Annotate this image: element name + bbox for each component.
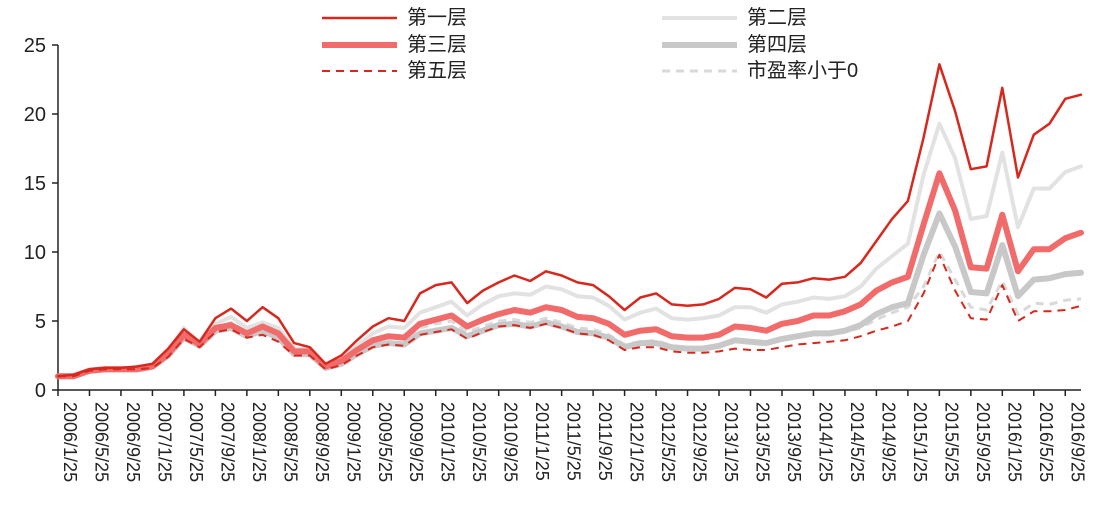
x-tick-label: 2007/1/25 [154, 402, 174, 482]
x-tick-label: 2013/1/25 [721, 402, 741, 482]
x-tick-label: 2015/5/25 [941, 402, 961, 482]
x-tick-label: 2011/5/25 [564, 402, 584, 481]
x-tick-label: 2009/1/25 [343, 402, 363, 482]
y-tick-label: 25 [24, 35, 46, 57]
series-line-2 [56, 121, 1083, 379]
x-tick-label: 2006/1/25 [60, 402, 80, 482]
legend-label: 第三层 [407, 33, 467, 56]
y-tick-label: 0 [35, 380, 46, 402]
legend-item-1: 第一层 [322, 6, 467, 29]
x-tick-label: 2010/5/25 [469, 402, 489, 482]
x-tick-label: 2009/5/25 [375, 402, 395, 482]
x-tick-label: 2015/9/25 [973, 402, 993, 482]
legend-label: 第一层 [407, 6, 467, 29]
x-tick-label: 2012/1/25 [627, 402, 647, 482]
x-tick-label: 2016/5/25 [1036, 402, 1056, 482]
x-tick-label: 2010/1/25 [438, 402, 458, 482]
legend-label: 市盈率小于0 [747, 59, 858, 82]
x-tick-label: 2016/9/25 [1067, 402, 1087, 482]
legend-item-5: 第五层 [322, 59, 467, 82]
x-axis-ticks: 2006/1/25 2006/5/25 2006/9/25 2007/1/25 2007… [57, 390, 1087, 482]
x-tick-label: 2016/1/25 [1004, 402, 1024, 482]
y-tick-label: 20 [24, 104, 46, 126]
legend-item-2: 第二层 [662, 6, 807, 29]
legend-item-4: 第四层 [662, 33, 807, 56]
x-tick-label: 2008/5/25 [280, 402, 300, 482]
legend-label: 第五层 [407, 59, 467, 82]
y-tick-label: 10 [24, 242, 46, 264]
x-tick-label: 2007/9/25 [217, 402, 237, 482]
x-tick-label: 2014/5/25 [847, 402, 867, 482]
legend-label: 第二层 [747, 6, 807, 29]
x-tick-label: 2012/5/25 [658, 402, 678, 482]
x-tick-label: 2006/5/25 [91, 402, 111, 482]
series-line-1 [56, 63, 1083, 378]
legend-item-3: 第三层 [322, 33, 467, 56]
x-tick-label: 2011/1/25 [532, 402, 552, 481]
y-axis-ticks: 0 5 10 15 20 25 [24, 35, 58, 402]
x-tick-label: 2013/9/25 [784, 402, 804, 482]
x-tick-label: 2007/5/25 [186, 402, 206, 482]
x-tick-label: 2012/9/25 [690, 402, 710, 482]
x-tick-label: 2010/9/25 [501, 402, 521, 482]
x-tick-label: 2015/1/25 [910, 402, 930, 482]
x-tick-label: 2011/9/25 [595, 402, 615, 481]
x-tick-label: 2006/9/25 [123, 402, 143, 482]
x-tick-label: 2014/9/25 [878, 402, 898, 482]
x-tick-label: 2014/1/25 [815, 402, 835, 482]
series-line-5 [58, 253, 1082, 378]
legend-label: 第四层 [747, 33, 807, 56]
x-tick-label: 2008/1/25 [249, 402, 269, 482]
x-tick-label: 2013/5/25 [752, 402, 772, 482]
series-line-3 [55, 170, 1084, 380]
y-tick-label: 5 [35, 311, 46, 333]
y-tick-label: 15 [24, 173, 46, 195]
plot-area [55, 63, 1084, 380]
legend-item-6: 市盈率小于0 [662, 59, 858, 82]
x-tick-label: 2009/9/25 [406, 402, 426, 482]
x-tick-label: 2008/9/25 [312, 402, 332, 482]
